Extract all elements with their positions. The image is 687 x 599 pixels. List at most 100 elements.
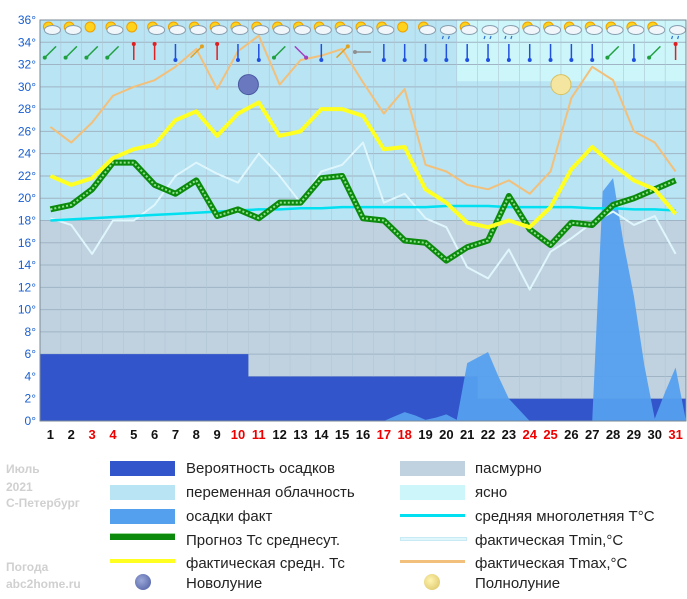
weather-cloud-icon [64, 25, 82, 35]
x-tick-label: 11 [252, 427, 266, 442]
legend-overcast: пасмурно [475, 460, 542, 477]
wind-arrow-head-icon [84, 55, 89, 60]
weather-cloud-icon [293, 25, 311, 35]
wind-arrow-head-icon [486, 58, 491, 62]
series-climate-avg [50, 204, 676, 222]
weather-rain-icon [483, 35, 486, 40]
weather-cloud-icon [106, 25, 124, 35]
x-tick-label: 3 [88, 427, 95, 442]
weather-cloud-icon [189, 25, 207, 35]
weather-cloud-icon [252, 25, 270, 35]
legend-swatch-overcast [400, 461, 465, 476]
x-tick-label: 4 [109, 427, 117, 442]
legend-partly-cloudy: переменная облачность [186, 484, 355, 501]
y-tick-label: 16° [18, 236, 36, 250]
wind-arrow-head-icon [173, 58, 178, 62]
y-tick-label: 10° [18, 303, 36, 317]
weather-sun-icon [84, 21, 96, 33]
weather-cloud-icon [335, 25, 353, 35]
y-tick-label: 20° [18, 191, 36, 205]
chart-new-moon-icon [237, 74, 259, 96]
weather-cloud-icon [564, 25, 582, 35]
legend-fact-avg: фактическая средн. Тс [186, 555, 345, 572]
weather-cloud-icon [439, 25, 457, 35]
legend-precip-prob: Вероятность осадков [186, 460, 335, 477]
wind-arrow-icon [65, 45, 78, 59]
wind-arrow-icon [85, 45, 99, 59]
weather-cloud-icon [377, 25, 395, 35]
y-tick-label: 2° [25, 392, 37, 406]
legend-new-moon: Новолуние [186, 575, 263, 592]
wind-arrow-head-icon [381, 58, 386, 62]
legend-swatch-precip-prob [110, 461, 175, 476]
weather-cloud-icon [419, 25, 437, 35]
legend-precip-fact: осадки факт [186, 508, 273, 525]
x-tick-label: 20 [439, 427, 453, 442]
series-fact-tmin [50, 141, 677, 291]
wind-arrow-head-icon [605, 55, 610, 60]
weather-cloud-icon [585, 25, 603, 35]
weather-cloud-icon [273, 25, 291, 35]
wind-arrow-icon [294, 45, 307, 59]
weather-cloud-icon [481, 25, 499, 35]
y-tick-label: 24° [18, 147, 36, 161]
x-tick-label: 30 [648, 427, 662, 442]
wind-arrow-head-icon [304, 55, 309, 60]
y-tick-label: 18° [18, 214, 36, 228]
x-tick-label: 18 [397, 427, 411, 442]
wind-arrow-head-icon [465, 58, 470, 62]
x-tick-label: 14 [314, 427, 329, 442]
weather-cloud-icon [669, 25, 687, 35]
wind-arrow-head-icon [647, 55, 652, 60]
series-precip-fact [383, 178, 686, 421]
weather-cloud-icon [523, 25, 541, 35]
wind-arrow-head-icon [590, 58, 595, 62]
wind-arrow-icon [106, 45, 120, 59]
x-tick-label: 10 [231, 427, 245, 442]
x-tick-label: 28 [606, 427, 620, 442]
legend-fact-tmin: фактическая Tmin,°C [475, 532, 624, 549]
y-tick-label: 8° [25, 325, 37, 339]
weather-cloud-icon [43, 25, 61, 35]
weather-rain-icon [504, 35, 507, 40]
legend-swatch-fact-tmax [400, 560, 465, 563]
wind-arrow-head-icon [131, 42, 136, 46]
x-tick-label: 16 [356, 427, 370, 442]
wind-arrow-head-icon [256, 58, 261, 62]
y-tick-label: 4° [25, 369, 37, 383]
chart-full-moon-icon [550, 74, 572, 96]
y-tick-label: 28° [18, 102, 36, 116]
y-tick-label: 6° [25, 347, 37, 361]
wind-arrow-head-icon [235, 58, 240, 62]
weather-cloud-icon [544, 25, 562, 35]
legend-swatch-fact-tmin [400, 537, 467, 541]
legend-swatch-forecast-avg [110, 533, 175, 540]
wind-arrow-head-icon [353, 50, 357, 54]
weather-sun-icon [397, 21, 409, 33]
y-tick-label: 34° [18, 35, 36, 49]
x-tick-label: 23 [502, 427, 516, 442]
x-tick-label: 22 [481, 427, 495, 442]
wind-arrow-head-icon [63, 55, 68, 60]
series-fact-tmax [49, 34, 677, 195]
wind-arrow-head-icon [199, 44, 204, 49]
wind-arrow-head-icon [506, 58, 511, 62]
weather-cloud-icon [606, 25, 624, 35]
x-tick-label: 15 [335, 427, 349, 442]
wind-arrow-head-icon [569, 58, 574, 62]
legend-fact-tmax: фактическая Tmax,°C [475, 555, 628, 572]
y-tick-label: 36° [18, 13, 36, 27]
x-tick-label: 8 [193, 427, 200, 442]
weather-cloud-icon [627, 25, 645, 35]
x-tick-label: 9 [214, 427, 221, 442]
weather-cloud-icon [314, 25, 332, 35]
y-tick-label: 0° [25, 414, 37, 428]
series-precip-prob [40, 354, 686, 421]
legend-swatch-clear [400, 485, 465, 500]
wind-arrow-icon [335, 45, 349, 59]
x-tick-label: 29 [627, 427, 641, 442]
x-tick-label: 7 [172, 427, 179, 442]
wind-arrow-head-icon [423, 58, 428, 62]
wind-arrow-head-icon [527, 58, 532, 62]
